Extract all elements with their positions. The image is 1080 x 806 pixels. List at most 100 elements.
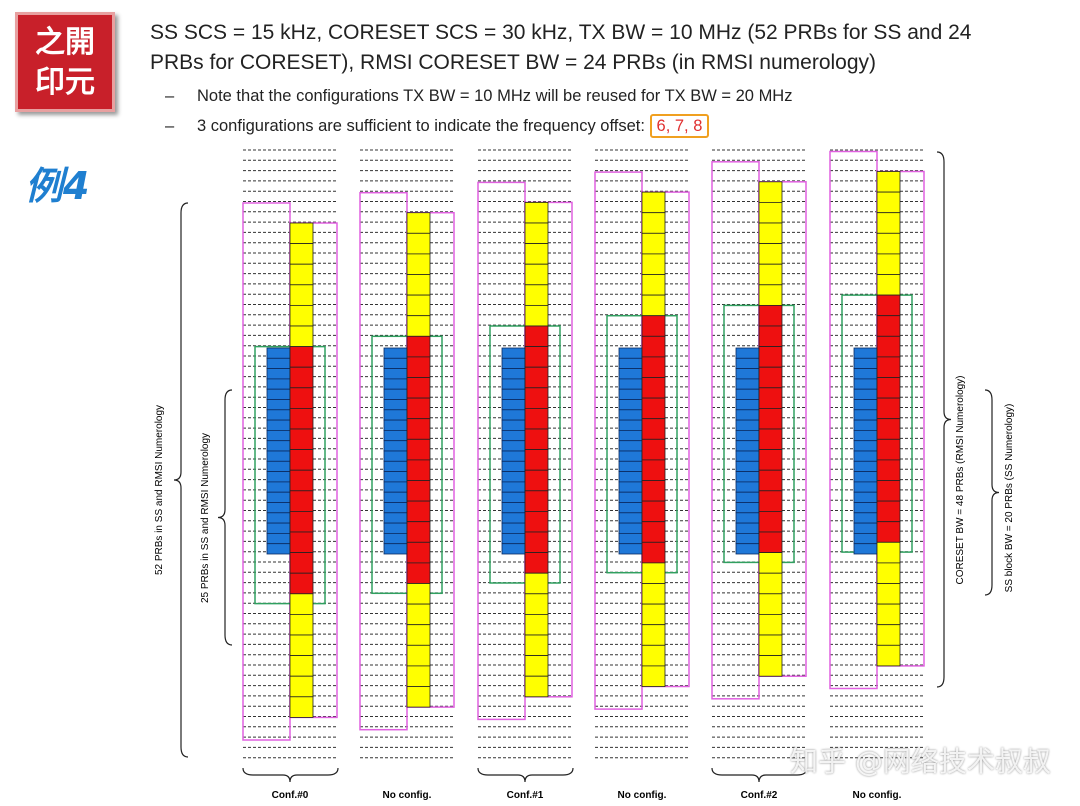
- coreset-prb: [758, 387, 783, 409]
- coreset-prb: [758, 243, 783, 265]
- ss-prb: [618, 491, 643, 503]
- coreset-prb: [406, 686, 431, 708]
- coreset-prb: [289, 407, 314, 430]
- coreset-prb: [406, 500, 431, 523]
- coreset-prb: [406, 459, 431, 481]
- coreset-prb: [876, 500, 901, 523]
- ss-prb: [853, 357, 878, 369]
- ss-prb: [383, 481, 408, 493]
- coreset-prb: [289, 263, 314, 286]
- ss-prb: [735, 471, 760, 483]
- bullet-text: 3 configurations are sufficient to indic…: [197, 117, 645, 135]
- side-label: 52 PRBs in SS and RMSI Numerology: [154, 405, 165, 575]
- ss-prb: [853, 533, 878, 545]
- ss-prb: [501, 460, 526, 472]
- ss-prb: [618, 543, 643, 555]
- ss-prb: [383, 429, 408, 442]
- ss-prb: [618, 378, 643, 390]
- ss-prb: [618, 481, 643, 493]
- coreset-prb: [524, 655, 549, 677]
- brace: [711, 767, 808, 783]
- ss-prb: [853, 399, 878, 411]
- coreset-prb: [641, 335, 666, 358]
- coreset-prb: [524, 510, 549, 533]
- brace: [984, 389, 1000, 596]
- coreset-prb: [758, 428, 783, 451]
- coreset-prb: [641, 315, 666, 337]
- coreset-prb: [758, 284, 783, 306]
- ss-prb: [735, 388, 760, 400]
- ss-prb: [266, 471, 291, 483]
- coreset-prb: [758, 572, 783, 595]
- ss-prb: [853, 347, 878, 359]
- coreset-prb: [876, 583, 901, 605]
- coreset-prb: [876, 253, 901, 275]
- ss-prb: [735, 409, 760, 421]
- ss-prb: [266, 368, 291, 380]
- coreset-prb: [289, 325, 314, 348]
- coreset-prb: [524, 284, 549, 306]
- coreset-prb: [524, 531, 549, 554]
- coreset-prb: [289, 531, 314, 554]
- ss-prb: [618, 502, 643, 514]
- coreset-prb: [289, 243, 314, 265]
- ss-prb: [383, 357, 408, 369]
- ss-prb: [383, 419, 408, 431]
- coreset-prb: [641, 397, 666, 420]
- coreset-prb: [641, 459, 666, 481]
- coreset-prb: [524, 572, 549, 595]
- coreset-prb: [641, 232, 666, 255]
- coreset-prb: [524, 325, 549, 348]
- brace: [217, 389, 233, 646]
- ss-prb: [735, 399, 760, 411]
- coreset-prb: [406, 356, 431, 378]
- logo-text: 之開: [35, 25, 95, 60]
- coreset-prb: [524, 387, 549, 409]
- coreset-prb: [876, 624, 901, 646]
- ss-prb: [735, 378, 760, 390]
- coreset-prb: [406, 315, 431, 337]
- coreset-prb: [289, 572, 314, 595]
- column-label: No config.: [853, 790, 902, 801]
- coreset-prb: [758, 634, 783, 657]
- ss-prb: [618, 533, 643, 545]
- coreset-prb: [524, 469, 549, 492]
- coreset-prb: [289, 428, 314, 451]
- ss-prb: [501, 543, 526, 555]
- coreset-prb: [876, 480, 901, 502]
- ss-prb: [501, 440, 526, 452]
- column-label: Conf.#1: [507, 790, 544, 801]
- ss-prb: [853, 481, 878, 493]
- ss-prb: [735, 419, 760, 431]
- coreset-prb: [758, 510, 783, 533]
- coreset-prb: [289, 346, 314, 368]
- ss-prb: [618, 419, 643, 431]
- coreset-prb: [289, 469, 314, 492]
- coreset-prb: [876, 644, 901, 667]
- example-label: 例4: [25, 164, 90, 208]
- coreset-prb: [524, 675, 549, 698]
- coreset-prb: [641, 294, 666, 317]
- ss-prb: [383, 440, 408, 452]
- coreset-prb: [289, 552, 314, 574]
- ss-prb: [501, 450, 526, 462]
- coreset-prb: [289, 696, 314, 718]
- ss-prb: [501, 357, 526, 369]
- brace: [242, 767, 339, 783]
- coreset-prb: [641, 624, 666, 646]
- ss-prb: [853, 491, 878, 503]
- ss-prb: [853, 429, 878, 442]
- ss-prb: [618, 440, 643, 452]
- coreset-prb: [876, 562, 901, 584]
- coreset-prb: [524, 428, 549, 451]
- ss-prb: [501, 471, 526, 483]
- coreset-prb: [876, 212, 901, 234]
- coreset-prb: [758, 655, 783, 677]
- ss-prb: [853, 378, 878, 390]
- ss-prb: [383, 399, 408, 411]
- coreset-prb: [641, 500, 666, 523]
- coreset-prb: [524, 346, 549, 368]
- coreset-prb: [524, 366, 549, 389]
